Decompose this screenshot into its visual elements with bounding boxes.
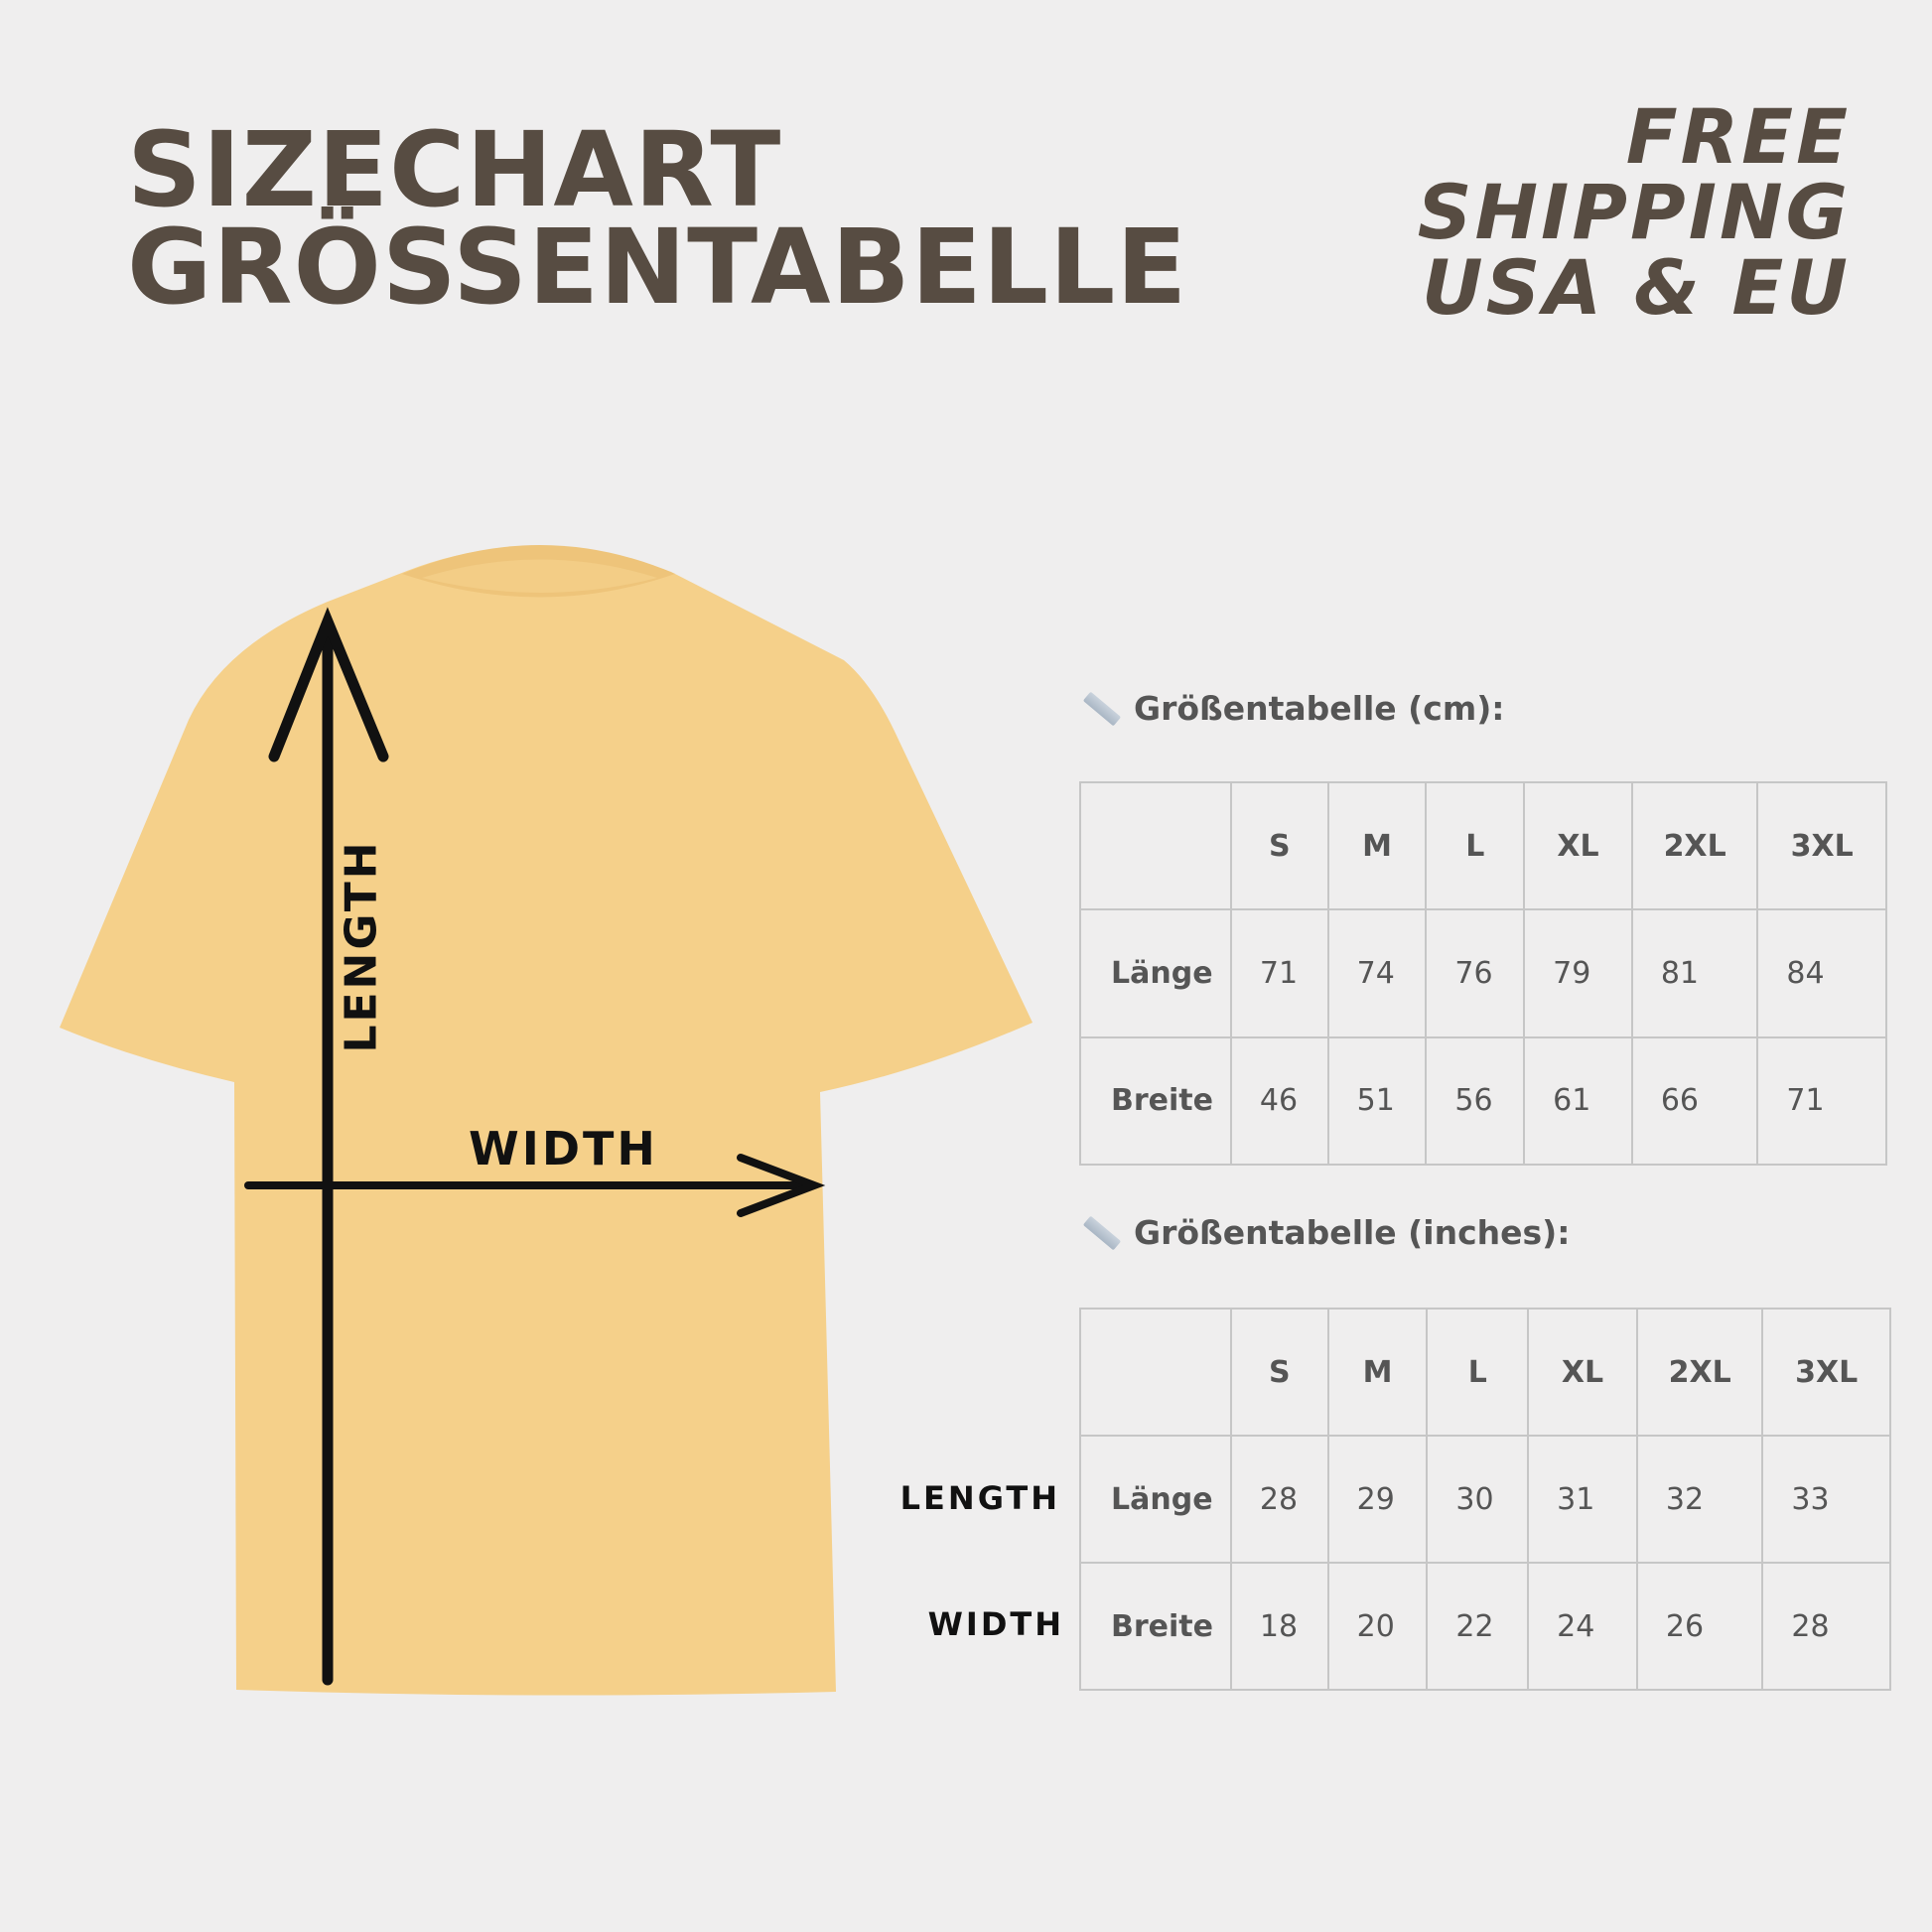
- size-table-cm: S M L XL 2XL 3XL Länge 71 74 76 79 81 84…: [1079, 780, 1887, 1167]
- promo-line-2: SHIPPING: [1417, 168, 1851, 256]
- size-header: 2XL: [1635, 1308, 1764, 1437]
- cell: 76: [1425, 908, 1526, 1038]
- size-header: M: [1326, 1308, 1429, 1437]
- promo-line-1: FREE: [1625, 92, 1851, 181]
- size-header: M: [1326, 780, 1428, 911]
- side-label-length: LENGTH: [899, 1479, 1060, 1517]
- cell: 28: [1229, 1435, 1329, 1564]
- cell: 22: [1426, 1562, 1530, 1691]
- cell: 79: [1523, 908, 1633, 1038]
- cell: 46: [1229, 1035, 1329, 1167]
- cell: 18: [1229, 1562, 1329, 1691]
- table-header-row: S M L XL 2XL 3XL: [1079, 1308, 1891, 1437]
- table-row: Breite 46 51 56 61 66 71: [1079, 1035, 1887, 1167]
- side-label-width: WIDTH: [927, 1605, 1064, 1643]
- cell: 29: [1326, 1435, 1429, 1564]
- size-header: 2XL: [1630, 780, 1759, 911]
- width-label: WIDTH: [469, 1122, 658, 1175]
- cell: 74: [1326, 908, 1428, 1038]
- ruler-icon: [1082, 1215, 1122, 1250]
- table-row: Breite 18 20 22 24 26 28: [1079, 1562, 1891, 1691]
- table-header-row: S M L XL 2XL 3XL: [1079, 780, 1887, 911]
- width-arrow: [244, 1154, 826, 1217]
- row-label: Breite: [1079, 1562, 1232, 1691]
- cell: 24: [1527, 1562, 1638, 1691]
- size-header: 3XL: [1761, 1308, 1891, 1437]
- table-row: Länge 71 74 76 79 81 84: [1079, 908, 1887, 1038]
- table-in-title-text: Größentabelle (inches):: [1134, 1213, 1571, 1252]
- size-header: XL: [1527, 1308, 1638, 1437]
- cell: 28: [1761, 1562, 1891, 1691]
- cell: 66: [1630, 1035, 1759, 1167]
- table-row: Länge 28 29 30 31 32 33: [1079, 1435, 1891, 1564]
- promo-line-3: USA & EU: [1421, 243, 1851, 332]
- row-label: Länge: [1079, 908, 1232, 1038]
- cell: 20: [1326, 1562, 1429, 1691]
- free-shipping-banner: FREE SHIPPING USA & EU: [1418, 99, 1851, 326]
- title-line-2: GRÖSSENTABELLE: [127, 207, 1188, 328]
- length-label: LENGTH: [336, 839, 387, 1053]
- row-label: Länge: [1079, 1435, 1232, 1564]
- cell: 51: [1326, 1035, 1428, 1167]
- cell: 31: [1527, 1435, 1638, 1564]
- cell: 61: [1523, 1035, 1633, 1167]
- table-cm-title-text: Größentabelle (cm):: [1134, 689, 1505, 728]
- cell: 26: [1635, 1562, 1764, 1691]
- size-header: L: [1426, 1308, 1530, 1437]
- cell: 33: [1761, 1435, 1891, 1564]
- title-line-1: SIZECHART: [127, 109, 782, 230]
- size-table-inches: S M L XL 2XL 3XL Länge 28 29 30 31 32 33…: [1079, 1308, 1891, 1691]
- cell: 30: [1426, 1435, 1530, 1564]
- cell: 56: [1425, 1035, 1526, 1167]
- size-header: L: [1425, 780, 1526, 911]
- size-header: S: [1229, 1308, 1329, 1437]
- page-title: SIZECHART GRÖSSENTABELLE: [127, 109, 1188, 328]
- row-label: Breite: [1079, 1035, 1232, 1167]
- cell: 84: [1756, 908, 1887, 1038]
- cell: 81: [1630, 908, 1759, 1038]
- table-in-title: Größentabelle (inches):: [1082, 1213, 1570, 1252]
- tshirt-image: [60, 546, 1033, 1696]
- size-header: S: [1229, 780, 1329, 911]
- table-cm-title: Größentabelle (cm):: [1082, 689, 1505, 728]
- size-header: XL: [1523, 780, 1633, 911]
- cell: 71: [1229, 908, 1329, 1038]
- cell: 71: [1756, 1035, 1887, 1167]
- cell: 32: [1635, 1435, 1764, 1564]
- ruler-icon: [1082, 691, 1122, 726]
- size-header: 3XL: [1756, 780, 1887, 911]
- length-arrow: [268, 607, 389, 1686]
